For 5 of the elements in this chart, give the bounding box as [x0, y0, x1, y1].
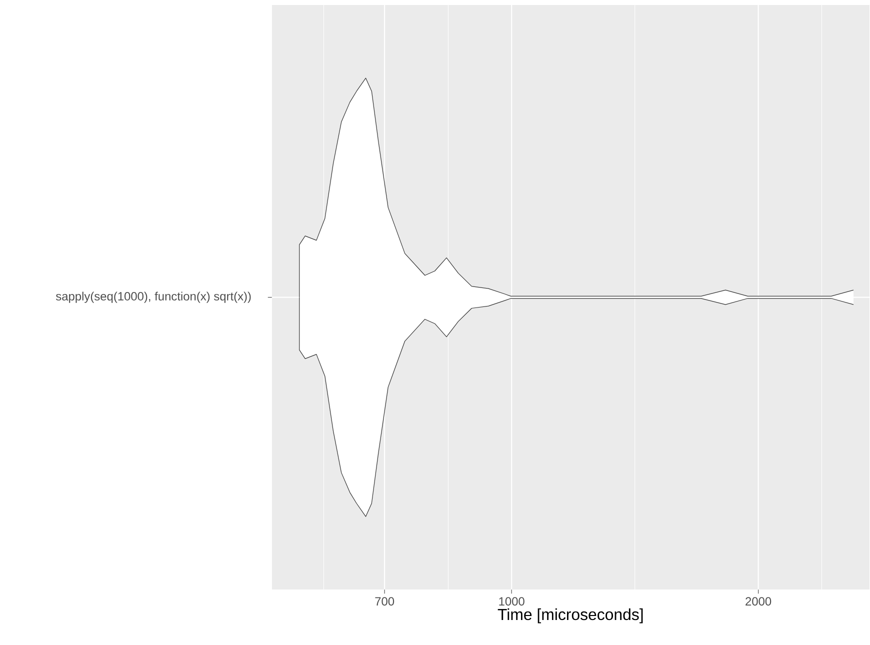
- x-tick-label: 700: [375, 597, 394, 606]
- x-tick-label: 2000: [746, 597, 772, 606]
- x-axis-title: Time [microseconds]: [498, 608, 643, 624]
- x-tick-label: 1000: [499, 597, 524, 606]
- y-axis-title: sapply(seq(1000), function(x) sqrt(x)): [56, 292, 251, 304]
